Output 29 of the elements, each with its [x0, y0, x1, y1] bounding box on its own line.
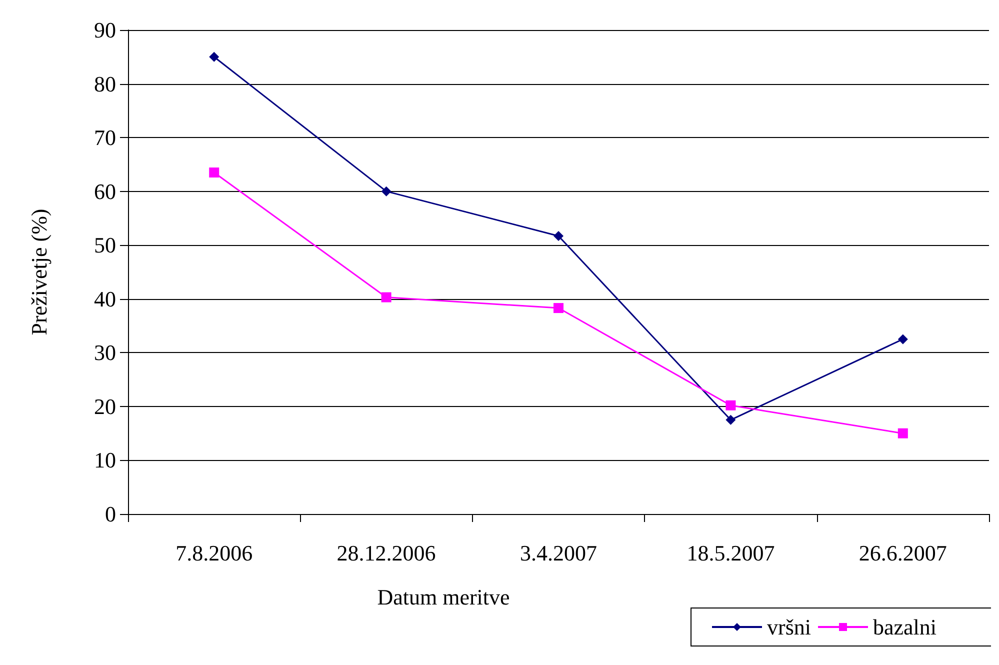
- point: [209, 52, 220, 62]
- point: [726, 414, 736, 425]
- point: [381, 186, 392, 196]
- point: [209, 168, 220, 178]
- y-tick-label: 60: [94, 178, 116, 204]
- x-tick-label: 26.6.2007: [858, 540, 947, 566]
- y-axis-title: Preživetje (%): [26, 208, 52, 336]
- legend-label: bazalni: [873, 614, 937, 640]
- y-tick-label: 80: [94, 71, 116, 96]
- x-axis-title: Datum meritve: [377, 584, 510, 610]
- point: [898, 428, 908, 438]
- x-tick-label: 3.4.2007: [520, 540, 597, 566]
- legend-label: vršni: [767, 614, 811, 640]
- point: [554, 303, 564, 314]
- y-tick-label: 90: [94, 18, 116, 42]
- point: [726, 400, 736, 410]
- y-tick-label: 40: [94, 286, 116, 312]
- y-tick-label: 30: [94, 340, 116, 366]
- point: [898, 334, 908, 344]
- point: [554, 230, 564, 241]
- y-tick-label: 0: [105, 502, 116, 526]
- x-tick-label: 28.12.2006: [336, 540, 436, 566]
- y-tick-label: 20: [94, 394, 116, 419]
- x-tick-label: 7.8.2006: [176, 540, 253, 566]
- x-tick-label: 18.5.2007: [686, 540, 775, 566]
- y-tick-label: 70: [94, 125, 116, 150]
- point: [381, 292, 392, 302]
- y-tick-label: 10: [94, 448, 116, 473]
- y-tick-label: 50: [94, 232, 116, 258]
